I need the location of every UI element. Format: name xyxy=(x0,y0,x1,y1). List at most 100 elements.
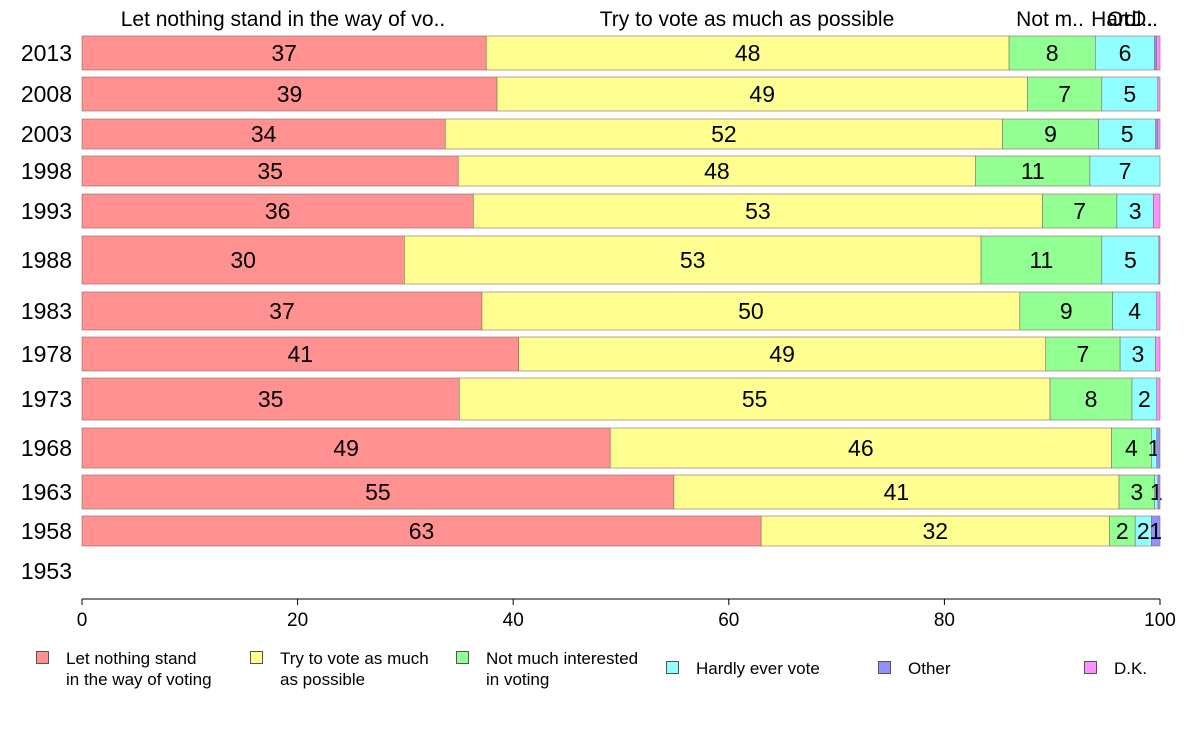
bar-value-label: 34 xyxy=(251,121,277,147)
bar-segment xyxy=(1155,336,1161,372)
legend-label: Let nothing stand in the way of voting xyxy=(66,649,212,689)
bar-segment xyxy=(481,291,1021,331)
stacked-bar-chart: Let nothing stand in the way of vo.. Try … xyxy=(21,8,1176,631)
bar-value-label: 48 xyxy=(704,158,730,184)
bar-value-label: 11 xyxy=(1029,247,1053,273)
bar-segment xyxy=(1156,35,1161,71)
year-label: 1983 xyxy=(21,298,72,324)
bar-value-label: 3 xyxy=(1132,341,1145,367)
bar-value-label: 5 xyxy=(1124,247,1137,273)
bar-segment xyxy=(496,76,1028,112)
bar-segment xyxy=(404,235,982,285)
x-axis: 0 20 40 60 80 100 xyxy=(77,598,1176,631)
bar-value-label: 1 xyxy=(1150,479,1163,505)
x-tick-label: 0 xyxy=(77,610,88,631)
bar-value-label: 49 xyxy=(333,435,359,461)
bar-value-label: 46 xyxy=(848,435,874,461)
bar-segment xyxy=(81,515,762,547)
bar-segment xyxy=(975,155,1091,187)
column-header: Try to vote as much as possible xyxy=(600,8,895,31)
legend-item: Try to vote as much as possible xyxy=(250,648,429,690)
bar-segment xyxy=(1156,427,1161,469)
bar-value-label: 35 xyxy=(257,158,283,184)
bar-value-label: 36 xyxy=(265,198,291,224)
bar-value-label: 11 xyxy=(1021,158,1045,184)
bar-value-label: 4 xyxy=(1128,298,1141,324)
bar-value-label: 49 xyxy=(769,341,795,367)
bar-value-label: 9 xyxy=(1060,298,1073,324)
bar-segment xyxy=(1002,118,1099,150)
bar-value-label: 41 xyxy=(884,479,910,505)
legend-swatch xyxy=(250,651,263,664)
bar-segment xyxy=(457,155,976,187)
bar-segment xyxy=(81,118,446,150)
year-labels: 2013 2008 2003 1998 1993 1988 1983 1978 1973 1968… xyxy=(21,40,72,584)
bar-segment xyxy=(81,474,675,510)
legend-label: Not much interested in voting xyxy=(486,649,639,689)
bar-segment xyxy=(81,427,611,469)
bar-segment xyxy=(1112,291,1158,331)
legend-swatch xyxy=(1084,661,1097,674)
bar-segment xyxy=(1153,193,1161,229)
bar-value-label: 52 xyxy=(711,121,737,147)
year-label: 1963 xyxy=(21,479,72,505)
legend-swatch xyxy=(36,651,49,664)
bar-segment xyxy=(81,377,460,421)
bar-value-label: 49 xyxy=(749,81,775,107)
bar-segment xyxy=(81,336,519,372)
bar-value-label: 39 xyxy=(277,81,303,107)
bar-value-label: 48 xyxy=(735,40,761,66)
bar-value-label: 2 xyxy=(1138,386,1151,412)
bar-segment xyxy=(1045,336,1121,372)
bar-segment xyxy=(1158,235,1161,285)
bar-value-label: 3 xyxy=(1130,479,1143,505)
year-label: 1993 xyxy=(21,198,72,224)
bar-value-label: 35 xyxy=(258,386,284,412)
bar-segment xyxy=(81,76,498,112)
bar-value-label: 7 xyxy=(1077,341,1090,367)
legend-label: Hardly ever vote xyxy=(696,659,820,678)
legend-item: D.K. xyxy=(1084,658,1147,679)
bar-segment xyxy=(444,118,1003,150)
bar-segment xyxy=(1111,427,1152,469)
year-label: 1973 xyxy=(21,386,72,412)
bar-segment xyxy=(81,193,474,229)
bar-value-label: 7 xyxy=(1073,198,1086,224)
year-label: 2013 xyxy=(21,40,72,66)
x-tick-label: 100 xyxy=(1144,610,1176,631)
bar-value-label: 55 xyxy=(365,479,391,505)
column-header: D.. xyxy=(1131,8,1158,31)
bar-segment xyxy=(1156,377,1161,421)
bar-value-label: 32 xyxy=(922,518,948,544)
bar-value-label: 2 xyxy=(1116,518,1129,544)
bar-segment xyxy=(1118,474,1155,510)
bar-segment xyxy=(1098,118,1156,150)
bar-segment xyxy=(1049,377,1133,421)
bar-segment xyxy=(1101,235,1160,285)
bar-segment xyxy=(1095,35,1155,71)
bar-value-label: 1 xyxy=(1149,518,1162,544)
column-header: Let nothing stand in the way of vo.. xyxy=(121,8,446,31)
bar-value-label: 5 xyxy=(1123,81,1136,107)
bar-segment xyxy=(1042,193,1118,229)
x-tick-label: 40 xyxy=(503,610,524,631)
bar-value-label: 2 xyxy=(1137,518,1150,544)
bar-value-label: 9 xyxy=(1044,121,1057,147)
bar-segment xyxy=(1157,76,1161,112)
bar-segment xyxy=(1155,118,1159,150)
bar-segment xyxy=(980,235,1103,285)
year-label: 1968 xyxy=(21,435,72,461)
legend-item: Not much interested in voting xyxy=(456,648,638,690)
bar-segment xyxy=(1156,291,1161,331)
bar-value-label: 8 xyxy=(1085,386,1098,412)
year-label: 1978 xyxy=(21,341,72,367)
bar-value-label: 63 xyxy=(409,518,435,544)
legend-label: Try to vote as much as possible xyxy=(280,649,429,689)
x-tick-label: 20 xyxy=(287,610,308,631)
bar-segment xyxy=(673,474,1120,510)
x-tick-label: 60 xyxy=(718,610,739,631)
column-header: Ot.. xyxy=(1107,8,1141,31)
bar-value-label: 37 xyxy=(271,40,297,66)
bar-segment xyxy=(81,291,483,331)
column-headers: Let nothing stand in the way of vo.. Try … xyxy=(121,8,1158,31)
